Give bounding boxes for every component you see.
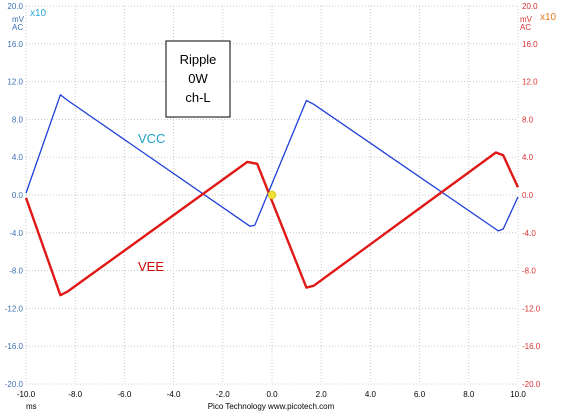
annotation-box: Ripple 0W ch-L [165, 40, 231, 118]
x-tick-label: -2.0 [216, 390, 230, 399]
right-tick-label: 8.0 [522, 115, 534, 124]
x-tick-label: -8.0 [68, 390, 82, 399]
right-axis-ticks: 20.0 16.0 12.0 8.0 4.0 0.0 -4.0 -8.0 -12.0 -16.0 -… [522, 2, 541, 389]
annotation-box-frame [165, 40, 231, 118]
x-axis-unit: ms [26, 402, 37, 411]
right-tick-label: 12.0 [522, 78, 538, 87]
annotation-line-1: Ripple [180, 52, 217, 67]
left-tick-label: -8.0 [9, 267, 23, 276]
left-axis-ticks: 20.0 16.0 12.0 8.0 4.0 0.0 -4.0 -8.0 -12.0 -16.0 -… [5, 2, 24, 389]
right-unit-mv: mV [520, 15, 533, 24]
right-tick-label: 16.0 [522, 40, 538, 49]
right-tick-label: -4.0 [522, 229, 536, 238]
left-tick-label: -12.0 [5, 304, 24, 313]
trigger-marker [267, 190, 277, 200]
left-tick-label: 16.0 [7, 40, 23, 49]
right-tick-label: 4.0 [522, 153, 534, 162]
annotation-line-2: 0W [188, 71, 208, 86]
right-unit-ac: AC [520, 23, 531, 32]
x-tick-label: 0.0 [266, 390, 278, 399]
left-tick-label: 8.0 [12, 115, 24, 124]
left-tick-label: 20.0 [7, 2, 23, 11]
x-tick-label: 2.0 [316, 390, 328, 399]
right-tick-label: 0.0 [522, 191, 534, 200]
x-tick-label: -10.0 [17, 390, 36, 399]
right-tick-label: -20.0 [522, 380, 541, 389]
right-tick-label: -12.0 [522, 304, 541, 313]
x-tick-label: -6.0 [118, 390, 132, 399]
left-unit-mv: mV [12, 15, 25, 24]
x-tick-label: -4.0 [167, 390, 181, 399]
left-unit-ac: AC [12, 23, 23, 32]
right-tick-label: -16.0 [522, 342, 541, 351]
series-line-vcc [25, 94, 519, 232]
left-tick-label: -20.0 [5, 380, 24, 389]
left-multiplier: x10 [30, 8, 47, 19]
left-tick-label: 12.0 [7, 78, 23, 87]
series-label-vcc: VCC [138, 131, 165, 146]
right-tick-label: -8.0 [522, 267, 536, 276]
x-tick-label: 8.0 [463, 390, 475, 399]
footer-credit: Pico Technology www.picotech.com [208, 402, 335, 411]
left-tick-label: 4.0 [12, 153, 24, 162]
series-label-vee: VEE [138, 259, 164, 274]
annotation-line-3: ch-L [185, 90, 210, 105]
x-tick-label: 6.0 [414, 390, 426, 399]
series-line-vee [24, 151, 520, 297]
series-layer [24, 94, 520, 297]
right-tick-label: 20.0 [522, 2, 538, 11]
x-axis-ticks: -10.0 -8.0 -6.0 -4.0 -2.0 0.0 2.0 4.0 6.0 8.0 10.0 [17, 390, 526, 399]
left-tick-label: -16.0 [5, 342, 24, 351]
left-tick-label: -4.0 [9, 229, 23, 238]
x-tick-label: 10.0 [510, 390, 526, 399]
right-multiplier: x10 [540, 12, 557, 23]
left-tick-label: 0.0 [12, 191, 24, 200]
x-tick-label: 4.0 [365, 390, 377, 399]
